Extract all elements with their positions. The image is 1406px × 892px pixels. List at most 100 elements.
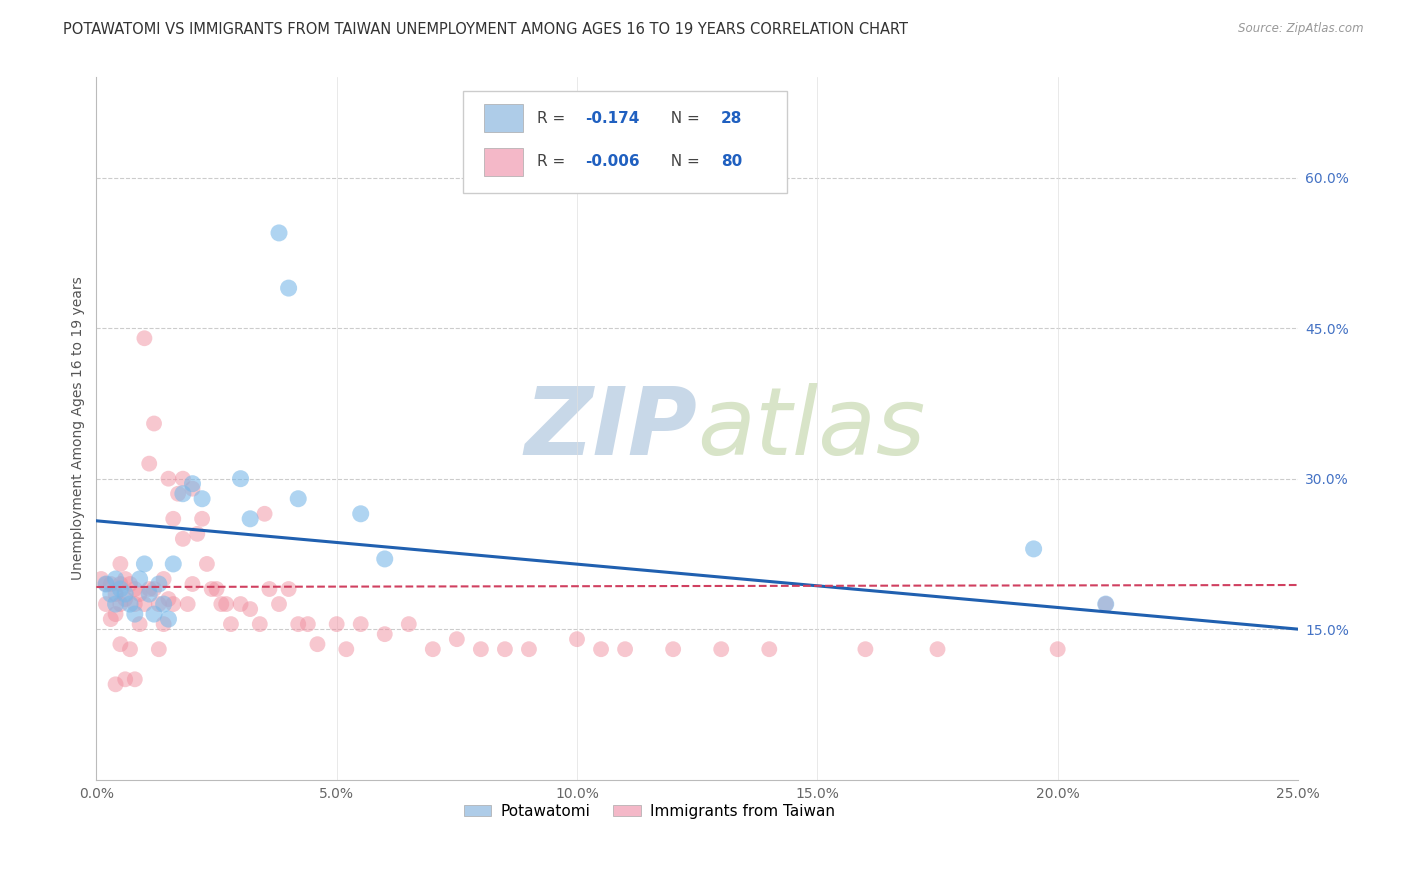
Point: [148, 597, 170, 611]
Point: [172, 487, 194, 501]
Point: [191, 491, 214, 506]
Point: [287, 617, 309, 632]
Point: [157, 592, 180, 607]
Text: 80: 80: [721, 154, 742, 169]
Point: [104, 607, 127, 621]
Point: [517, 642, 540, 657]
Point: [1094, 597, 1116, 611]
Text: -0.006: -0.006: [585, 154, 640, 169]
Point: [152, 597, 174, 611]
Point: [446, 632, 468, 647]
Point: [128, 587, 150, 601]
Text: atlas: atlas: [697, 383, 925, 474]
FancyBboxPatch shape: [485, 148, 523, 176]
Point: [157, 612, 180, 626]
Point: [162, 557, 184, 571]
Point: [172, 532, 194, 546]
Point: [124, 597, 146, 611]
Point: [90, 572, 112, 586]
Point: [94, 577, 117, 591]
Text: R =: R =: [537, 154, 571, 169]
Point: [195, 557, 218, 571]
Point: [143, 582, 166, 596]
Point: [172, 472, 194, 486]
Point: [134, 557, 156, 571]
Point: [239, 512, 262, 526]
Point: [758, 642, 780, 657]
Point: [335, 642, 357, 657]
Point: [181, 476, 204, 491]
Point: [162, 597, 184, 611]
Point: [152, 572, 174, 586]
Point: [148, 642, 170, 657]
Point: [614, 642, 637, 657]
Point: [124, 582, 146, 596]
Point: [229, 472, 252, 486]
Text: R =: R =: [537, 111, 571, 126]
Point: [176, 597, 198, 611]
Point: [855, 642, 877, 657]
Text: N =: N =: [661, 154, 704, 169]
Point: [124, 673, 146, 687]
Point: [128, 572, 150, 586]
Point: [297, 617, 319, 632]
Point: [94, 577, 117, 591]
Text: N =: N =: [661, 111, 704, 126]
Point: [134, 331, 156, 345]
Point: [148, 577, 170, 591]
Point: [114, 572, 136, 586]
Point: [110, 637, 132, 651]
Point: [267, 226, 290, 240]
FancyBboxPatch shape: [463, 92, 787, 194]
Point: [128, 617, 150, 632]
Point: [143, 417, 166, 431]
Point: [138, 587, 160, 601]
Point: [710, 642, 733, 657]
Point: [422, 642, 444, 657]
Point: [167, 487, 190, 501]
Point: [229, 597, 252, 611]
Point: [494, 642, 516, 657]
Point: [186, 526, 208, 541]
Point: [114, 673, 136, 687]
Point: [219, 617, 242, 632]
Point: [565, 632, 588, 647]
Point: [114, 587, 136, 601]
Point: [1094, 597, 1116, 611]
Text: 28: 28: [721, 111, 742, 126]
Point: [162, 512, 184, 526]
Point: [1046, 642, 1069, 657]
Point: [138, 457, 160, 471]
Y-axis label: Unemployment Among Ages 16 to 19 years: Unemployment Among Ages 16 to 19 years: [72, 277, 86, 581]
Point: [143, 607, 166, 621]
Point: [104, 572, 127, 586]
Point: [374, 627, 396, 641]
Point: [110, 577, 132, 591]
FancyBboxPatch shape: [485, 104, 523, 132]
Point: [100, 577, 122, 591]
Text: ZIP: ZIP: [524, 383, 697, 475]
Point: [138, 582, 160, 596]
Point: [110, 597, 132, 611]
Point: [110, 582, 132, 596]
Point: [287, 491, 309, 506]
Point: [350, 507, 373, 521]
Point: [118, 577, 141, 591]
Point: [205, 582, 228, 596]
Text: Source: ZipAtlas.com: Source: ZipAtlas.com: [1239, 22, 1364, 36]
Point: [157, 472, 180, 486]
Point: [307, 637, 329, 651]
Text: POTAWATOMI VS IMMIGRANTS FROM TAIWAN UNEMPLOYMENT AMONG AGES 16 TO 19 YEARS CORR: POTAWATOMI VS IMMIGRANTS FROM TAIWAN UNE…: [63, 22, 908, 37]
Point: [374, 552, 396, 566]
Point: [350, 617, 373, 632]
Point: [124, 607, 146, 621]
Point: [191, 512, 214, 526]
Point: [398, 617, 420, 632]
Point: [215, 597, 238, 611]
Point: [181, 577, 204, 591]
Point: [100, 587, 122, 601]
Point: [152, 617, 174, 632]
Point: [201, 582, 224, 596]
Point: [94, 597, 117, 611]
Point: [104, 587, 127, 601]
